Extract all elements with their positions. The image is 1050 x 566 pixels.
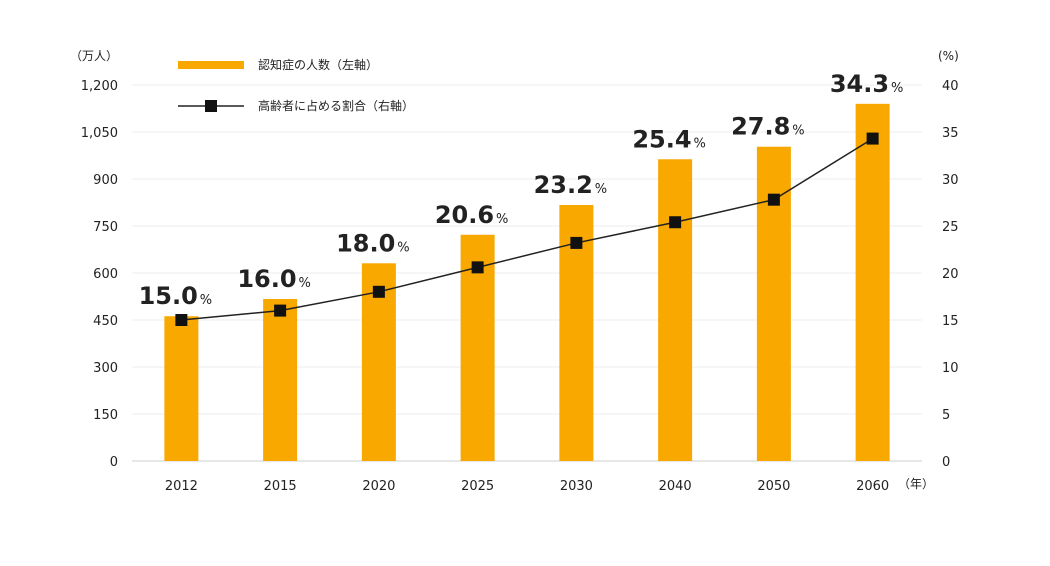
y-left-tick-label: 900 [93, 173, 118, 188]
data-label: 15.0% [139, 282, 213, 310]
data-label: 25.4% [632, 125, 706, 153]
legend-line-marker [205, 100, 217, 112]
x-tick-label: 2040 [659, 479, 692, 494]
line-point [866, 132, 879, 145]
data-label: 34.3% [830, 70, 904, 98]
y-right-tick-label: 5 [942, 408, 950, 423]
legend: 認知症の人数（左軸） 高齢者に占める割合（右軸） [178, 57, 414, 113]
y-right-tick-label: 35 [942, 126, 959, 141]
y-left-tick-label: 300 [93, 361, 118, 376]
y-left-tick-label: 150 [93, 408, 118, 423]
y-right-tick-label: 15 [942, 314, 959, 329]
y-right-tick-label: 30 [942, 173, 959, 188]
y-right-tick-label: 40 [942, 79, 959, 94]
legend-bar-swatch [178, 61, 244, 69]
bar [855, 103, 890, 462]
x-tick-label: 2050 [757, 479, 790, 494]
x-tick-label: 2020 [362, 479, 395, 494]
y-left-tick-label: 450 [93, 314, 118, 329]
data-labels: 15.0 % 16.0 % 18.0 % 20.6 % 23.2 % 25.4 % 27.8 % 34.3% [139, 70, 904, 310]
bar-series [164, 103, 890, 462]
y-left-tick-label: 0 [110, 455, 118, 470]
line-series [175, 132, 879, 326]
y-right-unit-label: (%) [938, 49, 959, 63]
data-label: 18.0% [336, 229, 410, 257]
bar [658, 159, 693, 461]
axes: 0 0 150 5 300 10 450 15 600 20 750 25 900 30 1,050 35 1,… [81, 79, 959, 494]
x-tick-label: 2060 [856, 479, 889, 494]
y-left-tick-label: 1,050 [81, 126, 118, 141]
x-tick-label: 2025 [461, 479, 494, 494]
line-point [669, 216, 682, 229]
line-point [372, 285, 385, 298]
y-left-tick-label: 600 [93, 267, 118, 282]
y-right-tick-label: 0 [942, 455, 950, 470]
x-tick-label: 2030 [560, 479, 593, 494]
x-tick-label: 2015 [264, 479, 297, 494]
line-point [767, 193, 780, 206]
line-point [175, 314, 188, 326]
y-right-tick-label: 25 [942, 220, 959, 235]
data-label: 16.0% [237, 265, 311, 293]
legend-bar-label: 認知症の人数（左軸） [258, 57, 378, 72]
bar [263, 299, 298, 461]
line-path [181, 137, 874, 321]
line-point [274, 304, 287, 317]
line-point [471, 261, 484, 274]
y-left-unit-label: （万人） [70, 49, 118, 63]
data-label: 20.6% [435, 201, 509, 229]
bar [164, 316, 199, 461]
line-point [570, 236, 583, 249]
data-label: 27.8% [731, 113, 805, 141]
x-unit-label: （年） [898, 477, 934, 491]
y-right-tick-label: 10 [942, 361, 959, 376]
y-right-tick-label: 20 [942, 267, 959, 282]
data-label: 23.2% [534, 171, 608, 199]
y-left-tick-label: 750 [93, 220, 118, 235]
legend-line-label: 高齢者に占める割合（右軸） [258, 98, 414, 113]
x-tick-label: 2012 [165, 479, 198, 494]
y-left-tick-label: 1,200 [81, 79, 118, 94]
